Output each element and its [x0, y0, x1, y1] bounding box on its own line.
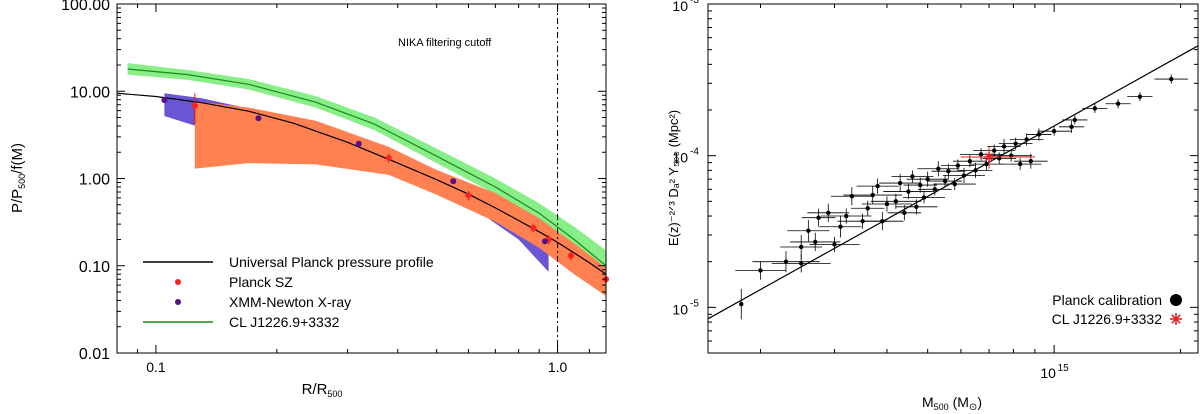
- cluster-point: [875, 183, 880, 189]
- pressure-profile-chart: 0.1 1.0 0.01 0.10 1.00 10.00 100.00 NIKA filte…: [9, 0, 609, 399]
- planck-sz-point: [567, 252, 574, 259]
- cluster-point: [906, 189, 911, 194]
- cluster-point: [955, 163, 961, 168]
- left-plot-frame: [116, 3, 607, 354]
- cluster-point: [946, 168, 951, 174]
- cluster-point: [1017, 161, 1023, 167]
- cluster-point: [826, 210, 831, 216]
- y-tick-exponent: -5: [690, 298, 699, 309]
- highlight-asterisk: [984, 152, 995, 163]
- cluster-point: [992, 148, 997, 153]
- cluster-point: [925, 176, 930, 182]
- band-2: [194, 101, 606, 296]
- right-x-axis-label: M500 (M⊙): [922, 394, 982, 413]
- y-tick-label: 10: [672, 301, 688, 317]
- cluster-point: [758, 268, 763, 273]
- cluster-point: [799, 261, 804, 266]
- cluster-point: [967, 158, 973, 164]
- legend-point-marker: [175, 279, 181, 285]
- cluster-point: [1028, 158, 1034, 164]
- right-y-axis-label: E(z)⁻²ᐟ³ Dₐ² Y₅₀₀ (Mpc²): [666, 110, 681, 246]
- cluster-point: [1069, 124, 1074, 130]
- cluster-point: [1137, 94, 1143, 99]
- x-tick-label: 10: [1040, 365, 1056, 381]
- xmm-point: [450, 178, 457, 185]
- y-tick-label: 0.10: [79, 259, 110, 276]
- right-plot-frame: [707, 3, 1199, 354]
- xmm-point: [355, 140, 362, 147]
- cluster-point: [884, 201, 890, 207]
- cluster-point: [783, 259, 789, 264]
- y-tick-exponent: -4: [690, 147, 699, 158]
- cluster-point: [832, 242, 837, 247]
- legend-label: Planck SZ: [229, 274, 293, 290]
- nika-annotation: NIKA filtering cutoff: [398, 37, 492, 49]
- asterisk-stroke: [984, 152, 994, 162]
- y-tick-label: 10.00: [70, 84, 110, 101]
- cluster-point: [978, 152, 984, 157]
- left-y-axis-label: P/P500/f(M): [9, 143, 27, 213]
- legend-asterisk-marker: [1170, 313, 1182, 325]
- cluster-point: [844, 213, 849, 219]
- cluster-point: [813, 239, 818, 245]
- x-tick-label: 0.1: [146, 359, 166, 375]
- legend-label: Universal Planck pressure profile: [229, 254, 434, 270]
- x-tick-exponent: 15: [1058, 363, 1070, 374]
- cluster-point: [1115, 101, 1121, 106]
- x-tick-label: 1.0: [548, 359, 568, 375]
- y-tick-label: 10: [672, 0, 688, 14]
- cluster-point: [932, 187, 938, 192]
- cluster-point: [799, 244, 804, 250]
- series-line-0: [117, 92, 606, 275]
- cluster-point: [739, 301, 744, 307]
- cluster-point: [897, 180, 903, 186]
- planck-sz-point: [465, 192, 472, 199]
- legend-label: Planck calibration: [1052, 292, 1162, 308]
- asterisk-stroke: [1171, 314, 1181, 324]
- y-tick-exponent: -3: [690, 0, 699, 6]
- cluster-point: [806, 228, 811, 233]
- series-line-1: [127, 68, 606, 267]
- cluster-point: [893, 199, 899, 204]
- planck-sz-point: [385, 154, 392, 161]
- legend-point-marker: [175, 299, 181, 305]
- planck-sz-point: [530, 225, 537, 232]
- cluster-point: [942, 178, 948, 184]
- legend-label: CL J1226.9+3332: [1052, 311, 1163, 327]
- cluster-point: [1169, 76, 1174, 82]
- legend-label: XMM-Newton X-ray: [229, 294, 351, 310]
- right-legend: Planck calibration CL J1226.9+3332: [1052, 292, 1182, 327]
- y-tick-label: 10: [672, 150, 688, 166]
- cluster-point: [816, 215, 821, 220]
- cluster-point: [865, 206, 870, 211]
- xmm-point: [255, 115, 262, 122]
- cluster-point: [902, 210, 907, 216]
- left-legend: Universal Planck pressure profile Planck …: [143, 254, 434, 330]
- y-tick-label: 0.01: [79, 346, 110, 363]
- planck-sz-point: [191, 102, 198, 109]
- fit-line: [707, 45, 1199, 320]
- cluster-point: [952, 181, 957, 187]
- cluster-point: [914, 204, 919, 210]
- cluster-point: [1001, 144, 1007, 149]
- y-tick-label: 1.00: [79, 172, 110, 189]
- legend-label: CL J1226.9+3332: [229, 314, 340, 330]
- cluster-point: [918, 182, 923, 188]
- cluster-point: [1092, 106, 1098, 111]
- cluster-point: [936, 166, 941, 171]
- cluster-point: [1072, 117, 1078, 123]
- legend-dot-marker: [1170, 294, 1182, 306]
- y-tick-label: 100.00: [61, 0, 110, 14]
- cluster-point: [910, 174, 915, 179]
- xmm-point: [161, 97, 168, 104]
- cluster-point: [1051, 128, 1057, 134]
- cluster-point: [838, 224, 843, 229]
- cluster-point: [870, 192, 875, 198]
- left-x-axis-label: R/R500: [302, 381, 343, 399]
- cluster-point: [1013, 141, 1018, 146]
- xmm-point: [541, 238, 548, 245]
